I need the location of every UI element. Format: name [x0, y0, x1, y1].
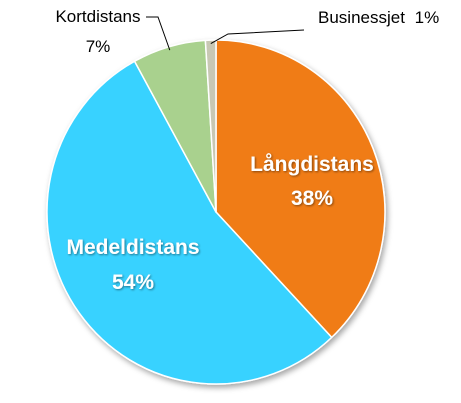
leader-line-businessjet — [210, 29, 305, 44]
pie-slice-l-ngdistans — [215, 39, 386, 339]
slice-label-medeldistans: Medeldistans — [66, 236, 199, 259]
leader-line-kortdistans — [146, 16, 171, 51]
pie-slices — [46, 39, 386, 385]
slice-label-langdistans: Långdistans — [250, 153, 374, 176]
pie-slice-businessjet — [204, 39, 217, 213]
businessjet-value: 1% — [415, 8, 440, 27]
slice-value-langdistans: 38% — [291, 187, 333, 210]
slice-value-medeldistans: 54% — [112, 271, 154, 294]
slice-label-kortdistans: Kortdistans — [55, 7, 140, 26]
businessjet-name: Businessjet — [318, 8, 405, 27]
pie-slice-medeldistans — [46, 60, 333, 385]
leader-lines — [146, 16, 305, 51]
slice-value-kortdistans: 7% — [86, 37, 111, 56]
slice-label-businessjet: Businessjet 1% — [318, 8, 439, 27]
